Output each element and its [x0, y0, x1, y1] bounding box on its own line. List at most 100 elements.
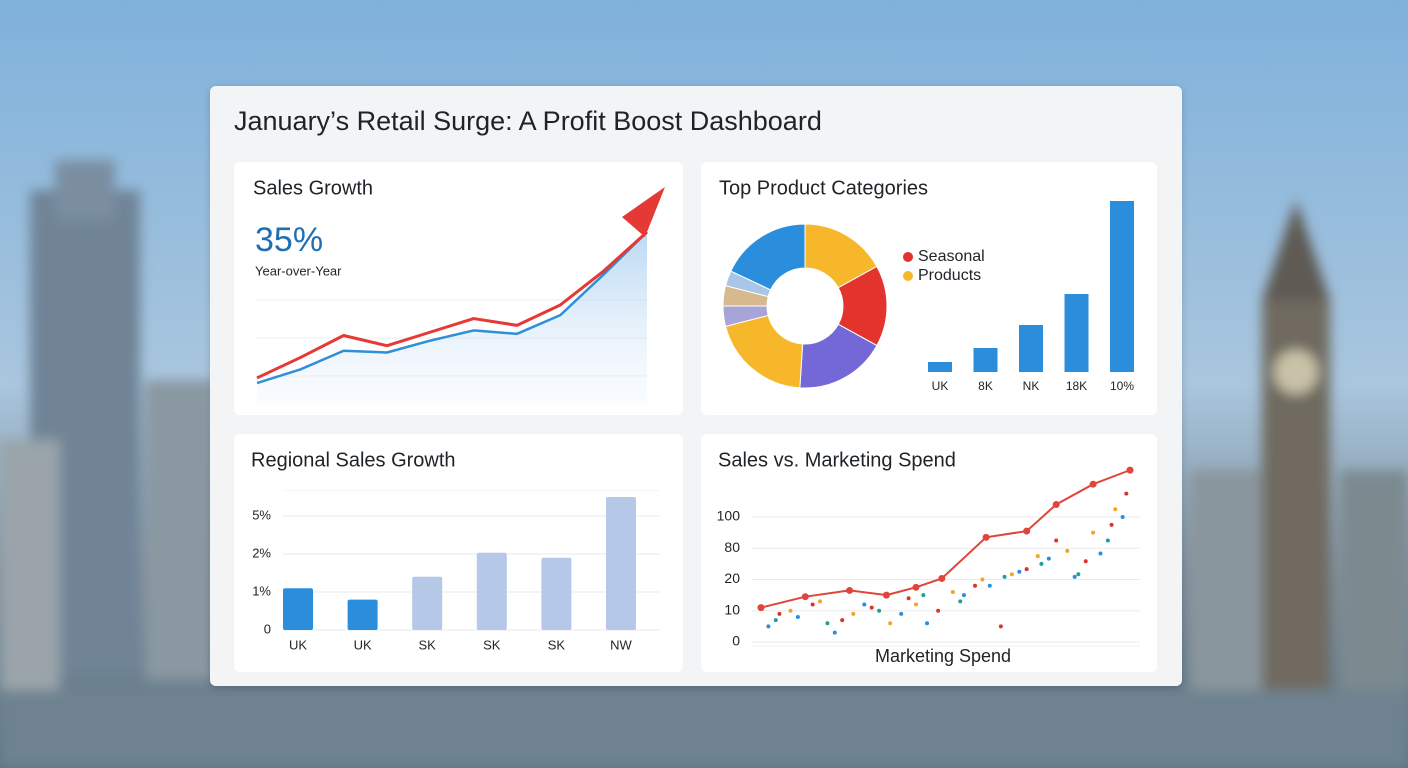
scatter-point — [795, 615, 800, 619]
legend-label: Seasonal — [918, 248, 985, 265]
scatter-point — [899, 611, 904, 616]
legend-label: Products — [918, 267, 981, 284]
x-tick-label: UK — [932, 379, 949, 393]
scatter-point — [840, 618, 845, 623]
scatter-point — [958, 599, 963, 604]
trend-point — [1089, 480, 1097, 488]
y-tick-label: 80 — [724, 539, 740, 555]
scatter-point — [888, 621, 893, 626]
scatter-point — [1091, 530, 1096, 535]
scatter-point — [1076, 572, 1081, 577]
bar — [1110, 201, 1134, 372]
x-tick-label: 18K — [1066, 379, 1087, 393]
scatter-point — [961, 593, 966, 598]
scatter-point — [1113, 507, 1118, 512]
trend-point — [912, 583, 920, 591]
scatter-point — [877, 608, 882, 613]
scatter-point — [832, 630, 837, 635]
dashboard-title: January’s Retail Surge: A Profit Boost D… — [234, 106, 822, 136]
scatter-point — [1109, 522, 1114, 527]
y-tick-label: 0 — [264, 621, 271, 636]
scatter-point — [818, 599, 823, 604]
legend-swatch — [903, 252, 913, 262]
x-tick-label: SK — [483, 637, 501, 652]
scatter-point — [851, 611, 856, 616]
trend-point — [1023, 527, 1031, 535]
bar — [1019, 325, 1043, 372]
x-axis-label: Marketing Spend — [875, 646, 1011, 666]
trend-point — [757, 604, 765, 612]
scatter-point — [987, 583, 992, 588]
trend-point — [982, 533, 990, 541]
scatter-point — [921, 593, 926, 598]
scatter-point — [862, 602, 867, 607]
card — [701, 434, 1157, 672]
scatter-point — [1039, 561, 1044, 566]
bar — [1064, 294, 1089, 372]
y-tick-label: 10 — [724, 601, 740, 617]
trend-point — [1052, 501, 1060, 508]
scatter-point — [973, 583, 978, 588]
scatter-point — [1120, 515, 1125, 519]
scatter-point — [1105, 538, 1110, 543]
scatter-point — [1098, 551, 1103, 556]
bar — [928, 362, 952, 372]
x-tick-label: SK — [419, 637, 437, 652]
trend-point — [882, 591, 890, 599]
scatter-point — [766, 624, 771, 629]
y-tick-label: 20 — [724, 570, 740, 586]
kpi-caption: Year-over-Year — [255, 263, 342, 278]
city-skyline — [0, 160, 1408, 768]
card-title: Sales vs. Marketing Spend — [718, 449, 956, 471]
scatter-point — [980, 577, 985, 582]
scatter-point — [1017, 569, 1022, 574]
scatter-point — [1083, 559, 1088, 564]
bar — [476, 552, 507, 630]
line — [256, 230, 649, 380]
bar — [973, 348, 998, 372]
x-tick-label: SK — [548, 637, 566, 652]
scatter-point — [1046, 556, 1051, 561]
trend-point — [1126, 466, 1134, 474]
kpi-value: 35% — [255, 221, 323, 259]
x-tick-label: NK — [1023, 379, 1040, 393]
scatter-point — [925, 621, 930, 626]
scatter-point — [936, 608, 941, 613]
bar — [606, 497, 636, 630]
y-tick-label: 2% — [252, 545, 271, 560]
scatter-point — [906, 596, 911, 601]
scatter-point — [1024, 567, 1029, 572]
scatter-point — [1072, 574, 1077, 579]
bar — [412, 576, 443, 630]
x-tick-label: UK — [289, 637, 307, 652]
card-title: Regional Sales Growth — [251, 449, 456, 471]
scatter-point — [950, 590, 955, 594]
scatter-point — [810, 602, 815, 607]
x-tick-label: 10% — [1110, 379, 1134, 393]
scatter-point — [1035, 554, 1040, 559]
legend-swatch — [903, 271, 913, 281]
scatter-point — [788, 608, 793, 613]
y-tick-label: 100 — [717, 508, 741, 524]
trend-point — [846, 586, 854, 594]
scatter-point — [1065, 548, 1070, 553]
bar — [283, 588, 313, 630]
bar — [347, 599, 378, 630]
bar — [541, 557, 572, 630]
scatter-point — [1054, 538, 1059, 543]
line — [256, 231, 648, 385]
scatter-point — [998, 624, 1003, 629]
y-tick-label: 5% — [252, 507, 271, 522]
scatter-point — [1002, 574, 1007, 579]
scatter-point — [869, 605, 874, 610]
scatter-point — [777, 611, 782, 616]
y-tick-label: 1% — [252, 583, 271, 598]
scatter-point — [825, 621, 830, 626]
scatter-point — [913, 602, 918, 607]
arrow-head — [622, 187, 665, 237]
x-tick-label: NW — [610, 637, 632, 652]
scatter-point — [1124, 491, 1129, 496]
scatter-point — [1009, 572, 1014, 577]
